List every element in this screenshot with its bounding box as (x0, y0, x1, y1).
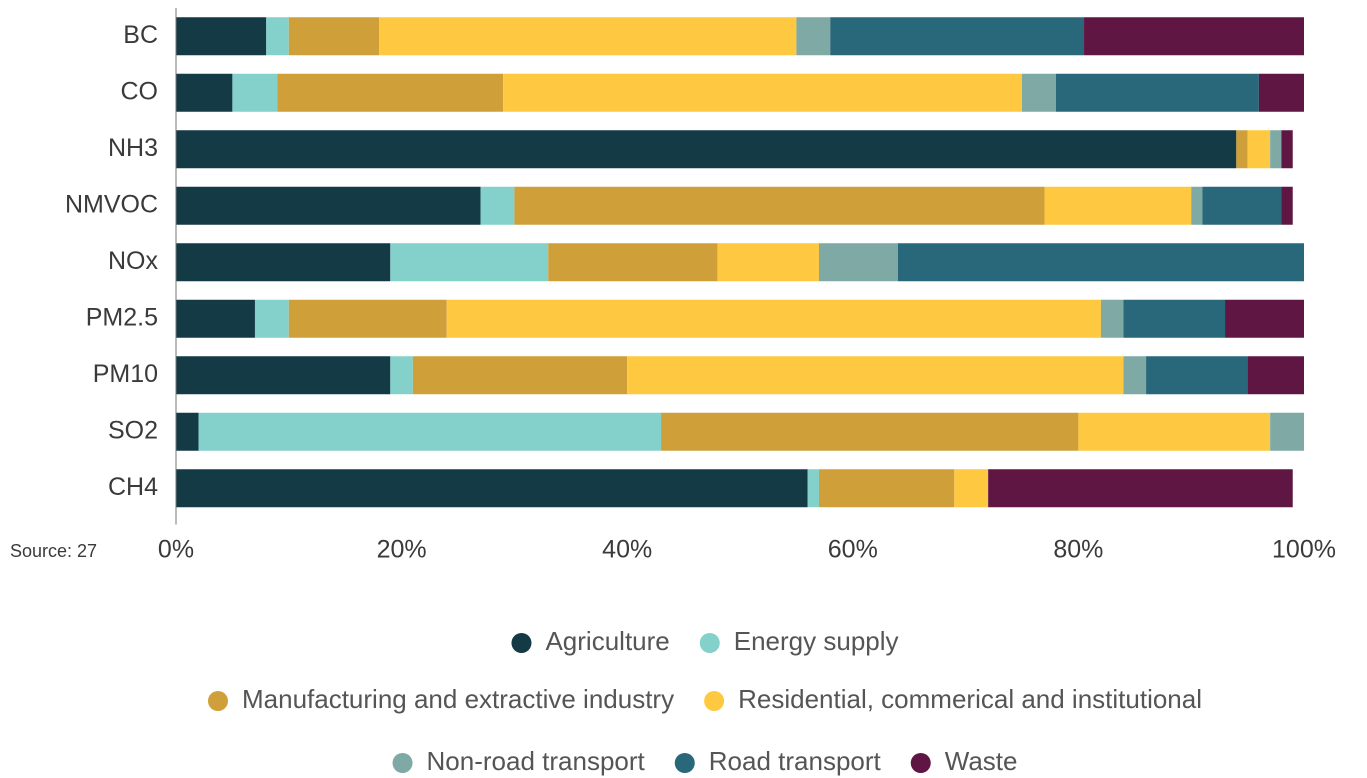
legend-item: Agriculture (511, 626, 670, 656)
bar-segment (1146, 356, 1248, 395)
bar-segment (548, 243, 718, 282)
y-tick-label: CO (121, 77, 159, 105)
x-tick-label: 20% (377, 536, 427, 564)
bar-segment (503, 73, 1022, 112)
legend-swatch (910, 753, 931, 773)
legend-swatch (674, 753, 695, 773)
legend-swatch (699, 633, 720, 653)
bar-segment (277, 73, 504, 112)
legend-item: Manufacturing and extractive industry (207, 684, 674, 714)
bar-segment (1258, 73, 1304, 112)
bar-segment (176, 73, 233, 112)
legend-label: Road transport (709, 746, 882, 776)
bar-segment (796, 17, 831, 56)
bar-segment (266, 17, 289, 56)
legend-label: Energy supply (734, 626, 899, 656)
bar-segment (1078, 412, 1271, 451)
x-tick-label: 0% (158, 536, 194, 564)
bar-segment (176, 17, 267, 56)
bar-segment (1022, 73, 1056, 112)
bar-segment (390, 356, 413, 395)
y-tick-label: NOx (108, 247, 159, 275)
bar-segment (288, 299, 447, 338)
bar-segment (897, 243, 1304, 282)
bar-segment (198, 412, 662, 451)
bar-segment (1123, 299, 1226, 338)
bar-segment (176, 130, 1237, 169)
bar-segment (717, 243, 819, 282)
y-tick-label: PM10 (93, 360, 158, 388)
bar-segment (830, 17, 1085, 56)
bar-segment (1202, 186, 1282, 225)
bar-segment (176, 356, 391, 395)
legend-item: Energy supply (699, 626, 899, 656)
legend-label: Agriculture (545, 626, 669, 656)
bar-segment (176, 469, 808, 508)
bar-segment (1044, 186, 1192, 225)
bar-segment (446, 299, 1101, 338)
bar-segment (1270, 412, 1304, 451)
bar-segment (480, 186, 515, 225)
bar-segment (176, 412, 199, 451)
bar-segment (627, 356, 1124, 395)
y-tick-label: NH3 (108, 134, 158, 162)
bar-segment (232, 73, 278, 112)
legend-swatch (207, 691, 228, 711)
bar-segment (176, 299, 255, 338)
bar-segment (1225, 299, 1304, 338)
bar-segment (1270, 130, 1282, 169)
x-tick-label: 100% (1272, 536, 1336, 564)
legend-item: Waste (910, 746, 1018, 776)
x-tick-label: 40% (602, 536, 652, 564)
y-tick-label: CH4 (108, 473, 158, 501)
bar-segment (661, 412, 1079, 451)
legend-label: Waste (945, 746, 1018, 776)
bar-segment (412, 356, 628, 395)
legend-item: Road transport (674, 746, 882, 776)
source-note: Source: 27 (10, 541, 97, 561)
x-tick-label: 60% (828, 536, 878, 564)
bar-segment (1236, 130, 1248, 169)
bar-segment (1281, 186, 1293, 225)
bar-segment (176, 243, 391, 282)
y-tick-label: PM2.5 (86, 303, 158, 331)
bar-segment (379, 17, 797, 56)
y-tick-label: NMVOC (65, 190, 158, 218)
bar-segment (176, 186, 481, 225)
y-tick-label: BC (123, 21, 158, 49)
bar-segment (1084, 17, 1304, 56)
bar-segment (1191, 186, 1203, 225)
bar-segment (288, 17, 380, 56)
bar-segment (254, 299, 289, 338)
legend-label: Manufacturing and extractive industry (242, 684, 674, 714)
legend-label: Residential, commerical and institutiona… (738, 684, 1202, 714)
bar-segment (1100, 299, 1124, 338)
bar-segment (1281, 130, 1293, 169)
bar-segment (954, 469, 989, 508)
legend-swatch (704, 691, 725, 711)
y-tick-label: SO2 (108, 416, 158, 444)
bar-segment (818, 469, 955, 508)
legend-item: Non-road transport (392, 746, 646, 776)
bar-segment (1247, 356, 1304, 395)
bar-segment (1055, 73, 1259, 112)
bar-segment (988, 469, 1293, 508)
bar-segment (818, 243, 898, 282)
bar-segment (1123, 356, 1147, 395)
legend-swatch (392, 753, 413, 773)
x-tick-label: 80% (1053, 536, 1103, 564)
legend-swatch (511, 633, 532, 653)
legend-item: Residential, commerical and institutiona… (704, 684, 1202, 714)
bar-segment (514, 186, 1045, 225)
bar-segment (390, 243, 549, 282)
bar-segment (1247, 130, 1271, 169)
bar-segment (807, 469, 819, 508)
legend-label: Non-road transport (427, 746, 646, 776)
